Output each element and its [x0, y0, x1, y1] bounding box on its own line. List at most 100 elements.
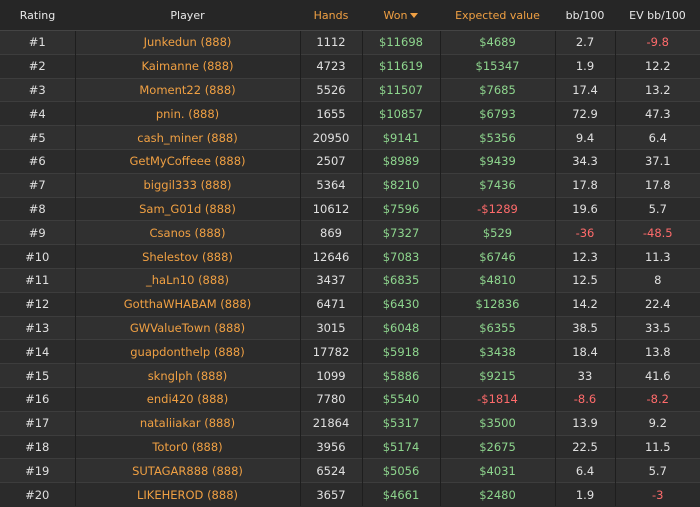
- cell-money: $6793: [439, 101, 555, 126]
- cell-num: 19.6: [554, 196, 615, 221]
- cell-hands: 7780: [299, 386, 362, 412]
- cell-money: $8989: [361, 148, 440, 174]
- cell-rating: #1: [0, 30, 75, 55]
- cell-num: 1.9: [554, 53, 615, 79]
- cell-hands: 6471: [299, 291, 362, 317]
- cell-player[interactable]: Csanos (888): [74, 220, 300, 245]
- table-row: #11 _haLn10 (888) 3437 $6835 $4810 12.5 8: [0, 267, 700, 293]
- cell-money: $4661: [361, 482, 440, 506]
- header-text: Player: [170, 8, 205, 22]
- header-cell[interactable]: bb/100: [555, 0, 615, 31]
- cell-player[interactable]: endi420 (888): [74, 386, 300, 412]
- cell-hands: 1112: [299, 30, 362, 55]
- cell-hands: 5526: [299, 77, 362, 102]
- cell-num: 11.5: [614, 434, 700, 459]
- header-cell[interactable]: Rating: [0, 0, 75, 31]
- cell-money: $9439: [439, 148, 555, 174]
- cell-rating: #5: [0, 125, 75, 150]
- cell-player[interactable]: LIKEHEROD (888): [74, 482, 300, 506]
- table-row: #7 biggil333 (888) 5364 $8210 $7436 17.8 17.8: [0, 172, 700, 198]
- cell-money: $7327: [361, 220, 440, 245]
- cell-num: -3: [614, 482, 700, 506]
- table-row: #4 pnin. (888) 1655 $10857 $6793 72.9 47.3: [0, 101, 700, 126]
- cell-money: $5056: [361, 458, 440, 483]
- table-row: #9 Csanos (888) 869 $7327 $529 -36 -48.5: [0, 220, 700, 245]
- cell-hands: 3956: [299, 434, 362, 459]
- cell-num: 8: [614, 267, 700, 293]
- cell-num: 41.6: [614, 363, 700, 388]
- cell-player[interactable]: guapdonthelp (888): [74, 339, 300, 364]
- cell-rating: #8: [0, 196, 75, 221]
- cell-money: $6355: [439, 315, 555, 340]
- cell-player[interactable]: Junkedun (888): [74, 30, 300, 55]
- cell-player[interactable]: GWValueTown (888): [74, 315, 300, 340]
- cell-player[interactable]: sknglph (888): [74, 363, 300, 388]
- cell-player[interactable]: GetMyCoffeee (888): [74, 148, 300, 174]
- cell-player[interactable]: biggil333 (888): [74, 172, 300, 198]
- cell-hands: 20950: [299, 125, 362, 150]
- cell-money: $7436: [439, 172, 555, 198]
- cell-player[interactable]: GotthaWHABAM (888): [74, 291, 300, 317]
- cell-money: -$1289: [439, 196, 555, 221]
- table-body: #1 Junkedun (888) 1112 $11698 $4689 2.7 -9.8 #2…: [0, 30, 700, 506]
- header-text: EV bb/100: [629, 8, 686, 22]
- cell-num: 14.2: [554, 291, 615, 317]
- header-cell[interactable]: Player: [75, 0, 300, 31]
- header-row: Rating Player Hands Won Expected value b…: [0, 0, 700, 31]
- cell-player[interactable]: Totor0 (888): [74, 434, 300, 459]
- header-cell[interactable]: EV bb/100: [615, 0, 700, 31]
- cell-money: $7685: [439, 77, 555, 102]
- sort-arrow: [410, 13, 419, 18]
- cell-player[interactable]: pnin. (888): [74, 101, 300, 126]
- cell-player[interactable]: Shelestov (888): [74, 244, 300, 269]
- cell-num: 13.9: [554, 410, 615, 436]
- table-row: #16 endi420 (888) 7780 $5540 -$1814 -8.6 -8.2: [0, 386, 700, 412]
- cell-num: 37.1: [614, 148, 700, 174]
- cell-rating: #20: [0, 482, 75, 506]
- cell-money: $9141: [361, 125, 440, 150]
- header-text: Won: [383, 8, 408, 22]
- table-row: #20 LIKEHEROD (888) 3657 $4661 $2480 1.9 -3: [0, 482, 700, 506]
- cell-player[interactable]: nataliiakar (888): [74, 410, 300, 436]
- cell-rating: #15: [0, 363, 75, 388]
- cell-player[interactable]: cash_miner (888): [74, 125, 300, 150]
- cell-money: $5317: [361, 410, 440, 436]
- header-cell[interactable]: Hands: [300, 0, 362, 31]
- cell-rating: #17: [0, 410, 75, 436]
- cell-num: 5.7: [614, 196, 700, 221]
- cell-num: 18.4: [554, 339, 615, 364]
- cell-hands: 3015: [299, 315, 362, 340]
- cell-money: $15347: [439, 53, 555, 79]
- header-text: Hands: [313, 8, 349, 22]
- cell-money: $3500: [439, 410, 555, 436]
- cell-num: 6.4: [554, 458, 615, 483]
- cell-player[interactable]: Sam_G01d (888): [74, 196, 300, 221]
- cell-num: 11.3: [614, 244, 700, 269]
- header-cell[interactable]: Won: [362, 0, 440, 31]
- cell-num: 2.7: [554, 30, 615, 55]
- cell-rating: #18: [0, 434, 75, 459]
- cell-money: $7596: [361, 196, 440, 221]
- cell-money: $8210: [361, 172, 440, 198]
- cell-num: 22.4: [614, 291, 700, 317]
- cell-player[interactable]: SUTAGAR888 (888): [74, 458, 300, 483]
- cell-player[interactable]: _haLn10 (888): [74, 267, 300, 293]
- cell-money: $5174: [361, 434, 440, 459]
- table-row: #13 GWValueTown (888) 3015 $6048 $6355 38.5 33…: [0, 315, 700, 340]
- cell-rating: #13: [0, 315, 75, 340]
- cell-num: 72.9: [554, 101, 615, 126]
- cell-num: 1.9: [554, 482, 615, 506]
- cell-money: $6746: [439, 244, 555, 269]
- cell-player[interactable]: Moment22 (888): [74, 77, 300, 102]
- cell-num: 9.2: [614, 410, 700, 436]
- cell-num: -8.2: [614, 386, 700, 412]
- cell-player[interactable]: Kaimanne (888): [74, 53, 300, 79]
- cell-num: 33.5: [614, 315, 700, 340]
- cell-hands: 12646: [299, 244, 362, 269]
- cell-rating: #12: [0, 291, 75, 317]
- cell-rating: #6: [0, 148, 75, 174]
- header-cell[interactable]: Expected value: [440, 0, 555, 31]
- table-row: #8 Sam_G01d (888) 10612 $7596 -$1289 19.6 5.7: [0, 196, 700, 221]
- table-row: #15 sknglph (888) 1099 $5886 $9215 33 41.6: [0, 363, 700, 388]
